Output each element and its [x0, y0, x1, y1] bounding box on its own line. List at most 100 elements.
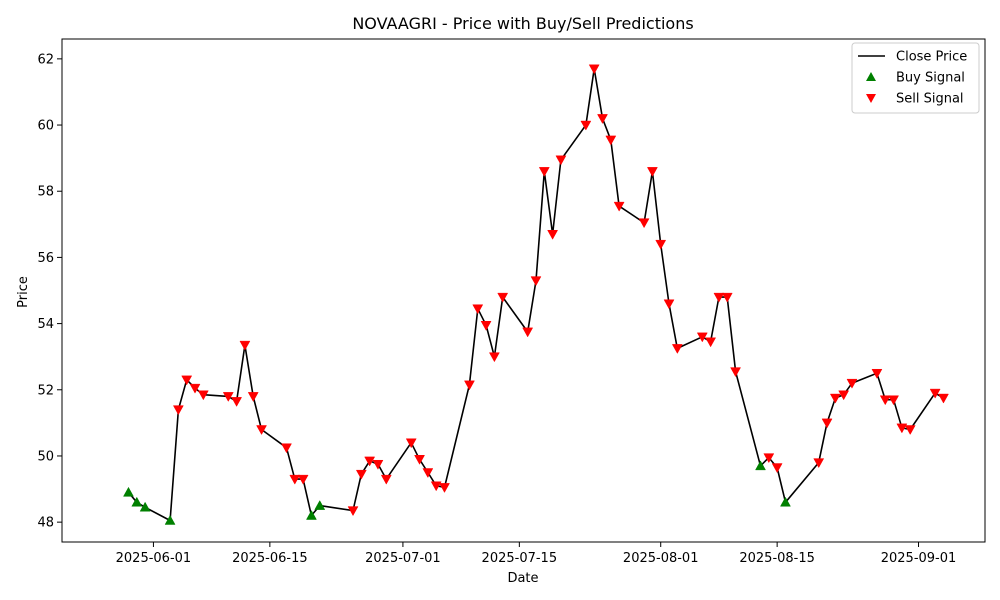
sell-signal-marker	[197, 390, 209, 401]
sell-signal-marker	[846, 378, 858, 389]
legend: Close Price Buy Signal Sell Signal	[851, 42, 980, 114]
y-tick-label: 56	[37, 251, 54, 266]
sell-signal-marker	[763, 453, 775, 464]
sell-signal-marker	[597, 114, 608, 124]
buy-signal-marker	[306, 510, 317, 520]
sell-signal-marker	[522, 327, 534, 338]
sell-signal-marker	[655, 239, 667, 250]
y-axis: 48 50 52 54 56 58 60 62	[37, 52, 62, 531]
sell-signal-marker	[497, 292, 509, 303]
buy-signal-marker	[314, 500, 326, 510]
y-tick-label: 62	[37, 52, 54, 67]
buy-signal-markers	[123, 460, 791, 525]
x-tick-label: 2025-06-15	[232, 551, 308, 566]
sell-signal-marker	[364, 456, 376, 467]
sell-signal-marker	[588, 64, 600, 75]
sell-signal-markers	[172, 64, 949, 517]
y-tick-label: 48	[37, 516, 54, 531]
buy-signal-marker	[164, 514, 176, 525]
sell-signal-marker	[439, 483, 450, 493]
buy-signal-marker	[139, 501, 151, 512]
x-tick-label: 2025-07-15	[482, 551, 558, 566]
sell-signal-marker	[430, 481, 442, 492]
sell-signal-marker	[904, 425, 916, 436]
plot-area	[61, 38, 986, 543]
sell-signal-marker	[888, 395, 899, 406]
sell-signal-marker	[696, 332, 708, 343]
buy-signal-marker	[131, 496, 143, 507]
buy-signal-marker	[755, 460, 766, 471]
sell-signal-marker	[231, 397, 243, 407]
y-tick-label: 52	[37, 383, 54, 398]
legend-box	[851, 42, 980, 114]
sell-signal-marker	[281, 443, 292, 454]
x-axis-label: Date	[507, 571, 538, 586]
legend-swatch-triangle-down	[866, 94, 876, 103]
sell-signal-marker	[181, 375, 193, 386]
sell-signal-marker	[613, 201, 625, 212]
sell-signal-marker	[929, 388, 941, 399]
y-tick-label: 54	[37, 317, 54, 332]
sell-signal-marker	[347, 506, 359, 517]
sell-signal-marker	[555, 155, 567, 166]
sell-signal-marker	[896, 423, 908, 434]
x-tick-label: 2025-08-15	[739, 551, 815, 566]
sell-signal-marker	[239, 340, 251, 351]
sell-signal-marker	[547, 229, 559, 240]
sell-signal-marker	[355, 469, 367, 480]
y-tick-label: 58	[37, 185, 54, 200]
legend-label: Sell Signal	[896, 92, 964, 107]
sell-signal-marker	[422, 468, 434, 479]
sell-signal-marker	[414, 455, 425, 465]
sell-signal-marker	[879, 395, 891, 406]
x-tick-label: 2025-07-01	[365, 551, 441, 566]
sell-signal-marker	[730, 367, 741, 378]
sell-signal-marker	[247, 392, 259, 402]
sell-signal-marker	[256, 425, 267, 436]
sell-signal-marker	[380, 474, 392, 485]
sell-signal-marker	[530, 276, 542, 287]
y-tick-label: 50	[37, 449, 54, 464]
sell-signal-marker	[638, 218, 650, 229]
sell-signal-marker	[372, 459, 384, 470]
sell-signal-marker	[405, 438, 417, 449]
y-tick-label: 60	[37, 119, 54, 134]
sell-signal-marker	[663, 299, 675, 310]
sell-signal-marker	[671, 344, 683, 354]
sell-signal-marker	[646, 167, 658, 177]
x-tick-label: 2025-08-01	[623, 551, 699, 566]
sell-signal-marker	[771, 463, 783, 474]
sell-signal-marker	[871, 368, 883, 379]
sell-signal-marker	[605, 135, 617, 146]
legend-label: Close Price	[896, 50, 967, 65]
sell-signal-marker	[538, 167, 550, 177]
sell-signal-marker	[297, 474, 309, 485]
legend-label: Buy Signal	[896, 71, 965, 86]
sell-signal-marker	[813, 458, 825, 469]
sell-signal-marker	[472, 304, 484, 315]
sell-signal-marker	[580, 120, 592, 131]
sell-signal-marker	[705, 337, 717, 348]
sell-signal-marker	[480, 320, 492, 331]
chart-title: NOVAAGRI - Price with Buy/Sell Predictio…	[352, 14, 693, 33]
sell-signal-marker	[829, 393, 841, 404]
sell-signal-marker	[713, 292, 725, 303]
sell-signal-marker	[289, 474, 301, 485]
x-axis: 2025-06-01 2025-06-15 2025-07-01 2025-07-15…	[116, 542, 957, 566]
buy-signal-marker	[780, 496, 791, 507]
x-tick-label: 2025-09-01	[881, 551, 957, 566]
sell-signal-marker	[464, 380, 475, 391]
sell-signal-marker	[838, 390, 850, 401]
sell-signal-marker	[938, 393, 949, 404]
x-tick-label: 2025-06-01	[116, 551, 192, 566]
sell-signal-marker	[721, 292, 733, 303]
sell-signal-marker	[488, 352, 500, 363]
y-axis-label: Price	[16, 276, 31, 308]
legend-swatch-triangle-up	[866, 72, 876, 81]
buy-signal-marker	[123, 486, 134, 497]
plot-frame	[61, 38, 986, 543]
sell-signal-marker	[189, 383, 201, 394]
sell-signal-marker	[222, 392, 234, 402]
